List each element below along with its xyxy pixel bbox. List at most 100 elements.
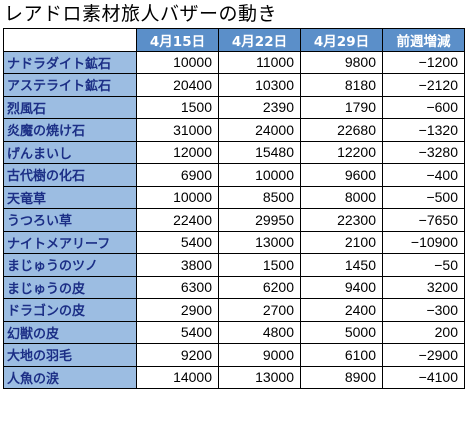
price-cell: 1450 <box>300 253 383 277</box>
item-name-cell: 炎魔の焼け石 <box>3 118 137 142</box>
weekly-change-cell: −4100 <box>382 365 465 389</box>
weekly-change-cell: −1320 <box>382 118 465 142</box>
table-row: 幻獣の皮 5400 4800 5000 200 <box>3 320 465 344</box>
price-cell: 11000 <box>218 50 301 74</box>
price-cell: 22680 <box>300 118 383 142</box>
table-row: ナドラダイト鉱石 10000 11000 9800 −1200 <box>3 50 465 74</box>
price-cell: 12200 <box>300 140 383 164</box>
price-cell: 10000 <box>218 163 301 187</box>
price-cell: 8900 <box>300 365 383 389</box>
price-cell: 20400 <box>136 73 219 97</box>
price-cell: 8180 <box>300 73 383 97</box>
price-cell: 9600 <box>300 163 383 187</box>
price-cell: 8000 <box>300 185 383 209</box>
table-row: げんまいし 12000 15480 12200 −3280 <box>3 140 465 164</box>
price-cell: 8500 <box>218 185 301 209</box>
price-cell: 5400 <box>136 320 219 344</box>
weekly-change-cell: 3200 <box>382 275 465 299</box>
column-header-date-3: 4月29日 <box>300 28 383 52</box>
item-name-cell: 烈風石 <box>3 95 137 119</box>
item-name-cell: 古代樹の化石 <box>3 163 137 187</box>
weekly-change-cell: −2120 <box>382 73 465 97</box>
price-cell: 5000 <box>300 320 383 344</box>
price-cell: 3800 <box>136 253 219 277</box>
table-row: 大地の羽毛 9200 9000 6100 −2900 <box>3 343 465 367</box>
price-cell: 10000 <box>136 50 219 74</box>
item-name-cell: 天竜草 <box>3 185 137 209</box>
weekly-change-cell: −2900 <box>382 343 465 367</box>
price-cell: 5400 <box>136 230 219 254</box>
weekly-change-cell: −10900 <box>382 230 465 254</box>
price-cell: 24000 <box>218 118 301 142</box>
price-cell: 2100 <box>300 230 383 254</box>
price-cell: 9200 <box>136 343 219 367</box>
price-cell: 2390 <box>218 95 301 119</box>
weekly-change-cell: −3280 <box>382 140 465 164</box>
price-cell: 13000 <box>218 365 301 389</box>
table-row: 烈風石 1500 2390 1790 −600 <box>3 95 465 119</box>
price-cell: 10000 <box>136 185 219 209</box>
item-name-cell: ドラゴンの皮 <box>3 298 137 322</box>
weekly-change-cell: −1200 <box>382 50 465 74</box>
price-cell: 15480 <box>218 140 301 164</box>
price-cell: 1500 <box>136 95 219 119</box>
weekly-change-cell: −600 <box>382 95 465 119</box>
column-header-weekly-change: 前週増減 <box>382 28 465 52</box>
table-body: ナドラダイト鉱石 10000 11000 9800 −1200 アステライト鉱石 20400… <box>3 50 465 389</box>
item-name-cell: うつろい草 <box>3 208 137 232</box>
price-cell: 22400 <box>136 208 219 232</box>
item-name-cell: まじゅうの皮 <box>3 275 137 299</box>
price-cell: 6200 <box>218 275 301 299</box>
price-cell: 14000 <box>136 365 219 389</box>
table-row: 炎魔の焼け石 31000 24000 22680 −1320 <box>3 118 465 142</box>
price-cell: 10300 <box>218 73 301 97</box>
price-cell: 9000 <box>218 343 301 367</box>
weekly-change-cell: −50 <box>382 253 465 277</box>
column-header-date-2: 4月22日 <box>218 28 301 52</box>
price-cell: 6300 <box>136 275 219 299</box>
price-cell: 2400 <box>300 298 383 322</box>
item-name-cell: 大地の羽毛 <box>3 343 137 367</box>
weekly-change-cell: −500 <box>382 185 465 209</box>
table-row: ナイトメアリーフ 5400 13000 2100 −10900 <box>3 230 465 254</box>
price-cell: 12000 <box>136 140 219 164</box>
table-row: 天竜草 10000 8500 8000 −500 <box>3 185 465 209</box>
price-cell: 13000 <box>218 230 301 254</box>
table-row: まじゅうのツノ 3800 1500 1450 −50 <box>3 253 465 277</box>
table-row: 古代樹の化石 6900 10000 9600 −400 <box>3 163 465 187</box>
price-cell: 2900 <box>136 298 219 322</box>
weekly-change-cell: −7650 <box>382 208 465 232</box>
table-row: うつろい草 22400 29950 22300 −7650 <box>3 208 465 232</box>
header-corner-cell <box>3 28 137 52</box>
header-row: 4月15日 4月22日 4月29日 前週増減 <box>3 28 465 52</box>
table-row: まじゅうの皮 6300 6200 9400 3200 <box>3 275 465 299</box>
item-name-cell: アステライト鉱石 <box>3 73 137 97</box>
item-name-cell: まじゅうのツノ <box>3 253 137 277</box>
table-row: アステライト鉱石 20400 10300 8180 −2120 <box>3 73 465 97</box>
price-cell: 1500 <box>218 253 301 277</box>
item-name-cell: 幻獣の皮 <box>3 320 137 344</box>
price-table: 4月15日 4月22日 4月29日 前週増減 ナドラダイト鉱石 10000 1100… <box>3 28 465 389</box>
price-cell: 9800 <box>300 50 383 74</box>
price-cell: 4800 <box>218 320 301 344</box>
price-cell: 29950 <box>218 208 301 232</box>
weekly-change-cell: 200 <box>382 320 465 344</box>
column-header-date-1: 4月15日 <box>136 28 219 52</box>
table-row: 人魚の涙 14000 13000 8900 −4100 <box>3 365 465 389</box>
price-cell: 6100 <box>300 343 383 367</box>
price-cell: 31000 <box>136 118 219 142</box>
price-cell: 2700 <box>218 298 301 322</box>
page-title: レアドロ素材旅人バザーの動き <box>4 3 278 25</box>
price-cell: 1790 <box>300 95 383 119</box>
item-name-cell: ナイトメアリーフ <box>3 230 137 254</box>
item-name-cell: ナドラダイト鉱石 <box>3 50 137 74</box>
price-cell: 9400 <box>300 275 383 299</box>
item-name-cell: げんまいし <box>3 140 137 164</box>
item-name-cell: 人魚の涙 <box>3 365 137 389</box>
weekly-change-cell: −400 <box>382 163 465 187</box>
weekly-change-cell: −300 <box>382 298 465 322</box>
price-cell: 22300 <box>300 208 383 232</box>
table-row: ドラゴンの皮 2900 2700 2400 −300 <box>3 298 465 322</box>
price-cell: 6900 <box>136 163 219 187</box>
